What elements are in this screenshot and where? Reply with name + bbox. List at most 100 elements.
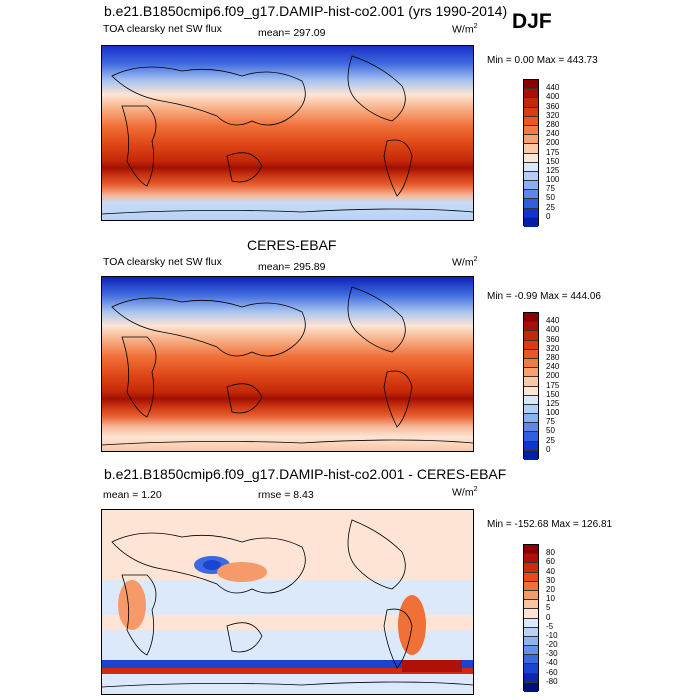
colorbar-segment xyxy=(524,171,538,182)
colorbar-segment xyxy=(524,581,538,591)
panel1-map xyxy=(101,45,474,221)
units-exponent: 2 xyxy=(473,256,478,263)
panel3-title: b.e21.B1850cmip6.f09_g17.DAMIP-hist-co2.… xyxy=(104,466,507,482)
colorbar-segment xyxy=(524,199,538,209)
colorbar-tick-label: 100 xyxy=(546,408,560,418)
colorbar-segment xyxy=(524,414,538,424)
panel3-rmse: rmse = 8.43 xyxy=(258,489,314,501)
colorbar-tick-label: 40 xyxy=(546,566,555,576)
panel2-mean: mean= 295.89 xyxy=(258,261,326,273)
colorbar-tick-label: -80 xyxy=(546,676,558,686)
colorbar-tick-label: 240 xyxy=(546,362,560,372)
colorbar-tick-label: 80 xyxy=(546,548,555,558)
colorbar-segment xyxy=(524,563,538,573)
colorbar-segment xyxy=(524,450,538,460)
panel2-variable: TOA clearsky net SW flux xyxy=(103,256,222,268)
colorbar-tick-label: -30 xyxy=(546,649,558,659)
colorbar-segment xyxy=(524,554,538,564)
colorbar-segment xyxy=(524,572,538,582)
field-background xyxy=(102,46,473,220)
colorbar-tick-label: -20 xyxy=(546,640,558,650)
colorbar-segment xyxy=(524,423,538,433)
colorbar-segment xyxy=(524,600,538,610)
units-text: W/m xyxy=(452,23,474,36)
colorbar-segment xyxy=(524,386,538,396)
colorbar-tick-label: 175 xyxy=(546,147,560,157)
units-exponent: 2 xyxy=(473,486,478,493)
colorbar-tick-label: 0 xyxy=(546,211,551,221)
colorbar-tick-label: 125 xyxy=(546,398,560,408)
colorbar-tick-label: 150 xyxy=(546,156,560,166)
colorbar-tick-label: 20 xyxy=(546,584,555,594)
coastlines xyxy=(102,55,473,215)
colorbar-segment xyxy=(524,107,538,117)
colorbar-segment xyxy=(524,655,538,665)
colorbar-segment xyxy=(524,664,538,674)
colorbar-tick-label: 10 xyxy=(546,594,555,604)
colorbar-segment xyxy=(524,89,538,99)
panel2-title: CERES-EBAF xyxy=(247,237,337,253)
panel3-colorbar xyxy=(523,544,539,692)
colorbar-tick-label: 440 xyxy=(546,83,560,93)
colorbar-segment xyxy=(524,368,538,378)
colorbar-tick-label: 400 xyxy=(546,92,560,102)
panel3-minmax: Min = -152.68 Max = 126.81 xyxy=(487,519,613,530)
colorbar-segment xyxy=(524,217,538,227)
panel3-map xyxy=(101,509,474,695)
colorbar-segment xyxy=(524,627,538,637)
colorbar-tick-label: 75 xyxy=(546,417,555,427)
coastlines xyxy=(102,519,473,688)
panel2-minmax: Min = -0.99 Max = 444.06 xyxy=(487,291,601,302)
colorbar-segment xyxy=(524,135,538,145)
colorbar-tick-label: 100 xyxy=(546,175,560,185)
colorbar-tick-label: 320 xyxy=(546,343,560,353)
panel1-minmax: Min = 0.00 Max = 443.73 xyxy=(487,55,598,66)
colorbar-segment xyxy=(524,116,538,126)
colorbar-segment xyxy=(524,618,538,628)
colorbar-tick-label: 200 xyxy=(546,371,560,381)
difference-patches xyxy=(102,556,473,694)
colorbar-segment xyxy=(524,322,538,332)
colorbar-segment xyxy=(524,208,538,218)
colorbar-tick-label: 280 xyxy=(546,352,560,362)
colorbar-segment xyxy=(524,404,538,415)
colorbar-segment xyxy=(524,609,538,619)
colorbar-segment xyxy=(524,153,538,163)
colorbar-tick-label: 125 xyxy=(546,165,560,175)
panel1-units: W/m2 xyxy=(452,23,477,36)
colorbar-tick-label: -10 xyxy=(546,630,558,640)
colorbar-tick-label: 150 xyxy=(546,389,560,399)
colorbar-tick-label: 280 xyxy=(546,119,560,129)
units-exponent: 2 xyxy=(473,23,478,30)
colorbar-segment xyxy=(524,98,538,108)
field-background xyxy=(102,277,473,451)
units-text: W/m xyxy=(452,256,474,269)
colorbar-segment xyxy=(524,190,538,200)
colorbar-tick-label: -5 xyxy=(546,621,554,631)
panel1-mean: mean= 297.09 xyxy=(258,27,326,39)
colorbar-segment xyxy=(524,144,538,154)
panel2-colorbar xyxy=(523,312,539,460)
colorbar-segment xyxy=(524,590,538,601)
colorbar-tick-label: 30 xyxy=(546,575,555,585)
colorbar-tick-label: 175 xyxy=(546,380,560,390)
colorbar-tick-label: 240 xyxy=(546,129,560,139)
colorbar-segment xyxy=(524,432,538,442)
colorbar-tick-label: -60 xyxy=(546,667,558,677)
units-text: W/m xyxy=(452,486,474,499)
colorbar-tick-label: 360 xyxy=(546,334,560,344)
panel2-units: W/m2 xyxy=(452,256,477,269)
colorbar-tick-label: 60 xyxy=(546,557,555,567)
colorbar-segment xyxy=(524,162,538,172)
colorbar-segment xyxy=(524,331,538,341)
colorbar-segment xyxy=(524,313,538,323)
panel1-colorbar xyxy=(523,79,539,227)
colorbar-tick-label: 360 xyxy=(546,101,560,111)
coastlines xyxy=(102,286,473,446)
colorbar-segment xyxy=(524,395,538,405)
colorbar-tick-label: 320 xyxy=(546,110,560,120)
colorbar-tick-label: 400 xyxy=(546,325,560,335)
colorbar-segment xyxy=(524,181,538,191)
colorbar-tick-label: 440 xyxy=(546,316,560,326)
colorbar-segment xyxy=(524,125,538,136)
